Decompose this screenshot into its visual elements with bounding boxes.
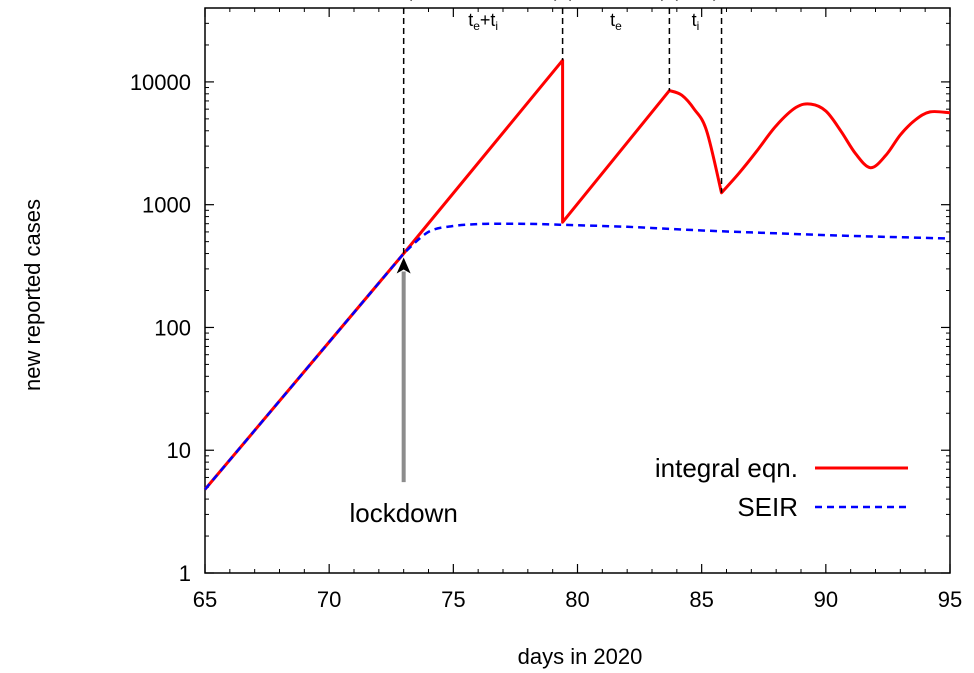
- plot-frame: [204, 7, 951, 574]
- y-tick-label: 1000: [142, 193, 191, 218]
- legend-integral-eqn-label: integral eqn.: [655, 453, 798, 483]
- x-axis-title: days in 2020: [518, 644, 643, 669]
- lockdown-arrowhead: [396, 257, 411, 274]
- series-seir-line: [204, 222, 951, 491]
- interval-arrowhead-right: [661, 0, 664, 2]
- y-tick-label: 1: [179, 561, 191, 586]
- x-tick-label: 80: [565, 587, 589, 612]
- interval-arrowhead-right: [554, 0, 557, 2]
- series-integral-eqn-line: [203, 58, 951, 491]
- y-tick-label: 100: [154, 315, 191, 340]
- x-tick-label: 75: [441, 587, 465, 612]
- interval-label: te+ti: [468, 10, 498, 33]
- lockdown-label: lockdown: [349, 498, 457, 528]
- interval-label: ti: [692, 10, 700, 33]
- x-tick-label: 90: [814, 587, 838, 612]
- interval-arrowhead-left: [568, 0, 571, 2]
- legend-seir-label: SEIR: [737, 492, 798, 522]
- interval-label: te: [610, 10, 622, 33]
- y-axis-title: new reported cases: [20, 199, 45, 391]
- interval-arrowhead-right: [713, 0, 716, 2]
- y-tick-label: 10000: [130, 70, 191, 95]
- y-tick-label: 10: [167, 438, 191, 463]
- x-tick-label: 85: [689, 587, 713, 612]
- interval-arrowhead-left: [409, 0, 412, 2]
- x-tick-label: 95: [938, 587, 962, 612]
- interval-arrowhead-left: [675, 0, 678, 2]
- x-tick-label: 70: [317, 587, 341, 612]
- x-tick-label: 65: [193, 587, 217, 612]
